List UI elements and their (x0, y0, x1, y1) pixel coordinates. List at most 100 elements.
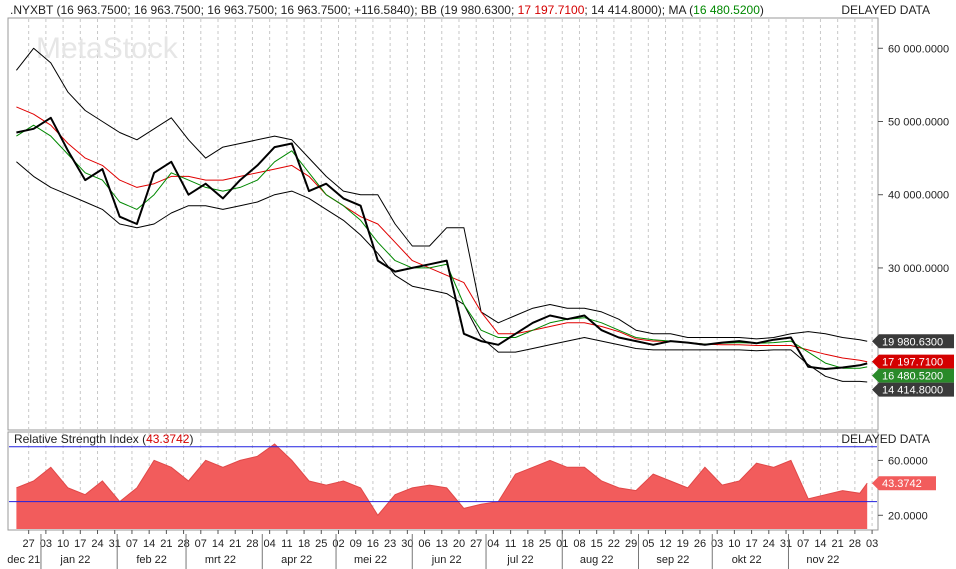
bb-upper-value: 19 980.6300 (444, 3, 511, 17)
ma-value: 16 480.5200 (693, 3, 760, 17)
rsi-levels (9, 446, 877, 503)
x-day-label: 05 (642, 538, 654, 550)
x-day-label: 21 (229, 538, 241, 550)
x-day-label: 03 (40, 538, 52, 550)
x-day-label: 18 (298, 538, 310, 550)
x-day-label: 24 (763, 538, 775, 550)
x-day-label: 18 (522, 538, 534, 550)
x-day-label: 20 (453, 538, 465, 550)
price-series (16, 47, 868, 383)
rsi-series (16, 443, 868, 529)
rsi-delayed-data-label: DELAYED DATA (841, 432, 930, 446)
ohlc-label: (16 963.7500; 16 963.7500; 16 963.7500; … (56, 3, 414, 17)
watermark: MetaStock (36, 32, 179, 65)
x-day-label: 19 (677, 538, 689, 550)
x-month-label: feb 22 (136, 554, 167, 566)
delayed-data-label: DELAYED DATA (841, 3, 930, 17)
x-month-label: apr 22 (281, 554, 312, 566)
x-day-label: 25 (539, 538, 551, 550)
x-day-label: 02 (332, 538, 344, 550)
x-day-label: 14 (212, 538, 224, 550)
x-day-label: 03 (866, 538, 878, 550)
x-month-label: jan 22 (59, 554, 90, 566)
price-grid (28, 19, 873, 429)
bb-lower-value: 14 414.8000 (591, 3, 658, 17)
x-day-label: 23 (384, 538, 396, 550)
x-day-label: 27 (23, 538, 35, 550)
value-tag-label: 17 197.7100 (882, 357, 943, 369)
x-day-label: 07 (126, 538, 138, 550)
x-day-label: 25 (315, 538, 327, 550)
value-tag-label: 16 480.5200 (882, 371, 943, 383)
bb-middle-value: 17 197.7100 (518, 3, 585, 17)
price-y-axis: 60 000.0000 50 000.0000 40 000.0000 30 000.… (878, 43, 949, 275)
price-value-tags: 19 980.6300 17 197.7100 16 480.5200 14 414.… (872, 334, 954, 397)
price-header: .NYXBT (16 963.7500; 16 963.7500; 16 963… (10, 3, 764, 17)
x-day-label: 12 (659, 538, 671, 550)
x-day-label: 09 (350, 538, 362, 550)
y-tick-label: 20.0000 (888, 510, 928, 522)
price-panel (7, 17, 879, 431)
x-month-label: sep 22 (656, 554, 689, 566)
bb-upper-line (16, 47, 868, 342)
value-tag-label: 14 414.8000 (882, 385, 943, 397)
y-tick-label: 30 000.0000 (888, 263, 949, 275)
rsi-value-tag: 43.3742 (872, 476, 936, 491)
x-day-label: 21 (832, 538, 844, 550)
bb-lower-line (16, 161, 868, 383)
value-tag-label: 43.3742 (882, 478, 922, 490)
x-month-label: okt 22 (732, 554, 762, 566)
x-day-label: 17 (74, 538, 86, 550)
value-tag (872, 476, 936, 491)
x-month-label: mrt 22 (205, 554, 236, 566)
x-day-label: 03 (711, 538, 723, 550)
x-month-label: jun 22 (431, 554, 462, 566)
bb-label: ; BB ( (414, 3, 444, 17)
x-day-label: 24 (91, 538, 103, 550)
x-day-label: 10 (57, 538, 69, 550)
x-day-label: 28 (246, 538, 258, 550)
ma-label: ); MA ( (658, 3, 693, 17)
x-day-label: 21 (160, 538, 172, 550)
value-tag (872, 382, 954, 397)
x-day-label: 04 (487, 538, 499, 550)
y-tick-label: 60.0000 (888, 455, 928, 467)
symbol-label: .NYXBT (10, 3, 54, 17)
value-tag-label: 19 980.6300 (882, 336, 943, 348)
rsi-header: Relative Strength Index (43.3742) (14, 432, 193, 446)
y-tick-label: 60 000.0000 (888, 43, 949, 55)
x-day-label: 28 (849, 538, 861, 550)
bb-middle-line (16, 106, 868, 363)
x-day-label: 17 (745, 538, 757, 550)
value-tag (872, 368, 954, 383)
x-day-label: 15 (591, 538, 603, 550)
value-tag (872, 334, 954, 349)
rsi-line (16, 443, 868, 517)
price-line (16, 116, 868, 370)
x-day-label: 26 (694, 538, 706, 550)
x-day-label: 07 (797, 538, 809, 550)
x-day-label: 14 (143, 538, 155, 550)
x-day-label: 07 (195, 538, 207, 550)
y-tick-label: 50 000.0000 (888, 117, 949, 129)
x-day-label: 31 (109, 538, 121, 550)
x-day-label: 11 (281, 538, 292, 550)
x-day-label: 06 (418, 538, 430, 550)
x-month-label: jul 22 (506, 554, 533, 566)
x-day-label: 29 (625, 538, 637, 550)
x-month-label: mei 22 (354, 554, 387, 566)
x-month-label: aug 22 (580, 554, 614, 566)
x-day-label: 08 (573, 538, 585, 550)
x-day-label: 10 (728, 538, 740, 550)
x-axis: 27 03 10 17 24 31 07 14 21 28 07 14 21 28 04 11 18 25 02 09… (7, 530, 878, 569)
x-day-label: 28 (177, 538, 189, 550)
x-month-label: dec 21 (7, 554, 40, 566)
rsi-y-axis: 60.0000 20.0000 (878, 455, 928, 522)
x-day-label: 13 (436, 538, 448, 550)
x-day-label: 31 (780, 538, 792, 550)
y-tick-label: 40 000.0000 (888, 190, 949, 202)
rsi-title: Relative Strength Index ( (14, 432, 146, 446)
value-tag (872, 354, 954, 369)
x-day-label: 16 (367, 538, 379, 550)
